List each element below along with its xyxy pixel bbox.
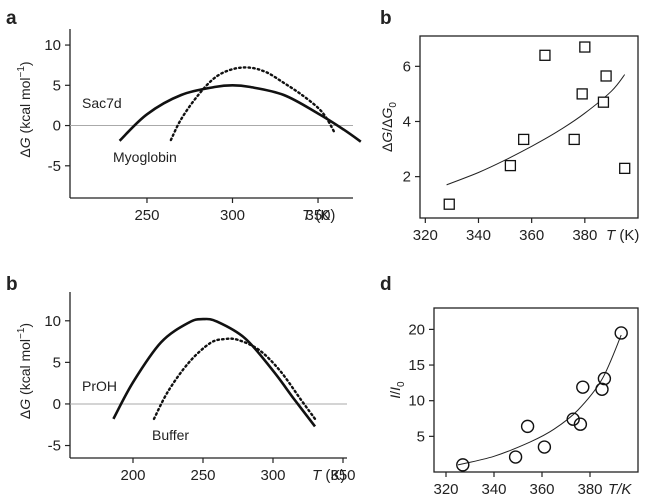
series-label-buffer: Buffer — [152, 427, 189, 443]
x-tick-label: 350 — [330, 467, 355, 484]
data-point — [619, 162, 631, 175]
data-point — [576, 380, 590, 394]
x-axis-label: T (K) — [302, 207, 335, 224]
y-axis-label: I/I0 — [387, 381, 407, 399]
x-tick-label: 360 — [529, 481, 554, 498]
y-axis-label: ΔG/ΔG0 — [379, 102, 399, 152]
x-tick-label: 340 — [481, 481, 506, 498]
data-point — [576, 88, 588, 100]
data-point — [600, 70, 612, 82]
y-tick-label: 4 — [403, 113, 411, 130]
y-tick-label: 20 — [408, 321, 425, 338]
panel-label: b — [6, 274, 18, 295]
x-tick-label: 300 — [260, 467, 285, 484]
y-tick-label: 10 — [408, 393, 425, 410]
x-tick-label: 250 — [190, 467, 215, 484]
fit-curve — [457, 334, 622, 466]
series-label-proh: PrOH — [82, 378, 117, 394]
panel-b-top: b 2 4 6 320 340 360 380 T (K) ΔG/ΔG0 — [379, 8, 639, 244]
x-tick-label: 380 — [577, 481, 602, 498]
data-point — [539, 49, 551, 61]
x-tick-label: 300 — [220, 207, 245, 224]
fit-curve — [446, 74, 626, 186]
y-tick-label: 10 — [44, 37, 61, 54]
x-tick-label: 340 — [466, 227, 491, 244]
y-tick-label: -5 — [48, 158, 61, 175]
x-tick-label: 360 — [519, 227, 544, 244]
y-axis-label: ΔG (kcal mol−1) — [16, 61, 33, 157]
x-tick-label: 320 — [433, 481, 458, 498]
plot-frame — [433, 307, 639, 473]
series-label-sac7d: Sac7d — [82, 95, 122, 111]
y-tick-label: 10 — [44, 313, 61, 330]
series-label-myoglobin: Myoglobin — [113, 149, 177, 165]
data-point — [597, 96, 610, 108]
x-tick-label: 350 — [306, 207, 331, 224]
data-point — [614, 326, 628, 340]
data-point — [443, 198, 455, 210]
data-point — [520, 419, 535, 434]
y-tick-label: 2 — [403, 169, 411, 186]
y-tick-label: 0 — [53, 396, 61, 413]
panel-d: d 5 10 15 20 320 340 360 380 T/K I/I0 — [380, 274, 639, 498]
data-point — [597, 371, 612, 386]
y-axis-label: ΔG (kcal mol−1) — [16, 323, 33, 419]
series-line-proh — [112, 317, 317, 428]
y-tick-label: 15 — [408, 357, 425, 374]
y-tick-label: 5 — [53, 77, 61, 94]
data-point — [566, 412, 580, 426]
x-tick-label: 380 — [572, 227, 597, 244]
y-tick-label: 5 — [53, 354, 61, 371]
series-line-buffer — [152, 337, 317, 421]
data-point — [568, 133, 580, 146]
series-line-myoglobin — [169, 66, 337, 142]
panel-label: d — [380, 274, 392, 295]
panel-label: a — [6, 8, 17, 29]
plot-frame — [419, 35, 639, 219]
data-point — [579, 41, 591, 53]
y-tick-label: 0 — [53, 118, 61, 135]
series-line-sac7d — [118, 83, 362, 143]
x-axis-label: T/K — [608, 481, 632, 498]
x-tick-label: 250 — [134, 207, 159, 224]
x-tick-label: 320 — [413, 227, 438, 244]
data-point — [595, 382, 609, 396]
y-tick-label: 5 — [417, 428, 425, 445]
y-tick-label: 6 — [403, 58, 411, 75]
x-axis-label: T (K) — [606, 227, 639, 244]
x-tick-label: 200 — [120, 467, 145, 484]
data-point — [504, 159, 517, 172]
panel-label: b — [380, 8, 392, 29]
data-point — [508, 450, 523, 464]
data-point — [573, 417, 588, 431]
data-point — [456, 458, 470, 472]
data-point — [537, 440, 552, 454]
data-point — [518, 133, 530, 146]
y-tick-label: -5 — [48, 438, 61, 455]
x-axis-label: T (K) — [312, 467, 345, 484]
